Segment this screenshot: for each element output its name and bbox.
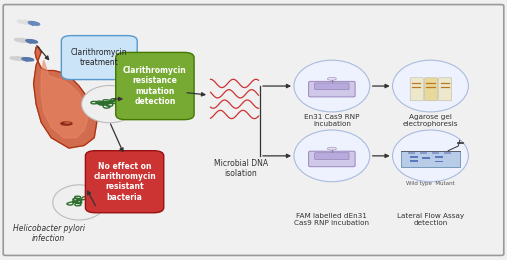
Text: Clarithromycin
treatment: Clarithromycin treatment <box>71 48 128 67</box>
Polygon shape <box>33 47 97 148</box>
Ellipse shape <box>328 77 337 80</box>
FancyBboxPatch shape <box>309 81 355 97</box>
Text: Clarithromycin
resistance
mutation
detection: Clarithromycin resistance mutation detec… <box>123 66 187 106</box>
Polygon shape <box>15 57 28 61</box>
FancyBboxPatch shape <box>422 157 430 159</box>
Polygon shape <box>22 58 28 61</box>
Ellipse shape <box>82 86 137 123</box>
Ellipse shape <box>28 22 40 25</box>
Text: Lateral Flow Assay
detection: Lateral Flow Assay detection <box>397 213 464 226</box>
Polygon shape <box>19 38 32 43</box>
FancyBboxPatch shape <box>61 36 137 80</box>
Ellipse shape <box>10 57 22 60</box>
Ellipse shape <box>328 147 337 150</box>
Ellipse shape <box>26 40 38 43</box>
Ellipse shape <box>392 130 468 182</box>
Text: FAM labelled dEn31
Cas9 RNP incubation: FAM labelled dEn31 Cas9 RNP incubation <box>295 213 370 226</box>
FancyBboxPatch shape <box>410 160 418 162</box>
Ellipse shape <box>53 185 105 220</box>
Polygon shape <box>26 41 32 43</box>
Text: En31 Cas9 RNP
incubation: En31 Cas9 RNP incubation <box>304 114 359 127</box>
FancyBboxPatch shape <box>309 151 355 167</box>
FancyBboxPatch shape <box>432 151 439 154</box>
Ellipse shape <box>294 60 370 112</box>
Ellipse shape <box>294 130 370 182</box>
FancyBboxPatch shape <box>410 78 423 101</box>
FancyBboxPatch shape <box>3 5 504 255</box>
Ellipse shape <box>65 122 70 123</box>
FancyBboxPatch shape <box>401 151 460 167</box>
Text: Helicobacter pylori
infection: Helicobacter pylori infection <box>13 224 85 243</box>
FancyBboxPatch shape <box>315 83 349 90</box>
Polygon shape <box>41 60 88 138</box>
Text: Microbial DNA
isolation: Microbial DNA isolation <box>214 159 268 179</box>
FancyBboxPatch shape <box>85 151 164 213</box>
FancyBboxPatch shape <box>408 151 415 154</box>
Polygon shape <box>22 20 35 25</box>
FancyBboxPatch shape <box>420 151 427 154</box>
Ellipse shape <box>15 38 26 42</box>
Polygon shape <box>28 23 35 25</box>
Text: Wild type  Mutant: Wild type Mutant <box>406 180 455 186</box>
FancyBboxPatch shape <box>434 156 443 158</box>
Ellipse shape <box>61 122 72 125</box>
FancyBboxPatch shape <box>315 153 349 159</box>
Ellipse shape <box>22 58 33 61</box>
FancyBboxPatch shape <box>410 156 418 158</box>
FancyBboxPatch shape <box>444 151 451 154</box>
FancyBboxPatch shape <box>434 161 443 162</box>
FancyBboxPatch shape <box>116 53 194 120</box>
Text: Agarose gel
electrophoresis: Agarose gel electrophoresis <box>403 114 458 127</box>
Ellipse shape <box>392 60 468 112</box>
FancyBboxPatch shape <box>439 78 452 101</box>
Ellipse shape <box>17 20 28 24</box>
Text: No effect on
clarithromycin
resistant
bacteria: No effect on clarithromycin resistant ba… <box>93 162 156 202</box>
FancyBboxPatch shape <box>424 78 438 101</box>
